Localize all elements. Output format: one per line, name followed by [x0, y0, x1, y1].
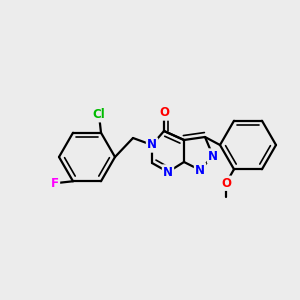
Text: N: N [163, 166, 173, 178]
Text: O: O [159, 106, 169, 119]
Text: N: N [147, 139, 157, 152]
Text: F: F [51, 177, 59, 190]
Text: N: N [195, 164, 205, 176]
Text: N: N [208, 149, 218, 163]
Text: O: O [221, 177, 231, 190]
Text: Cl: Cl [93, 108, 105, 121]
